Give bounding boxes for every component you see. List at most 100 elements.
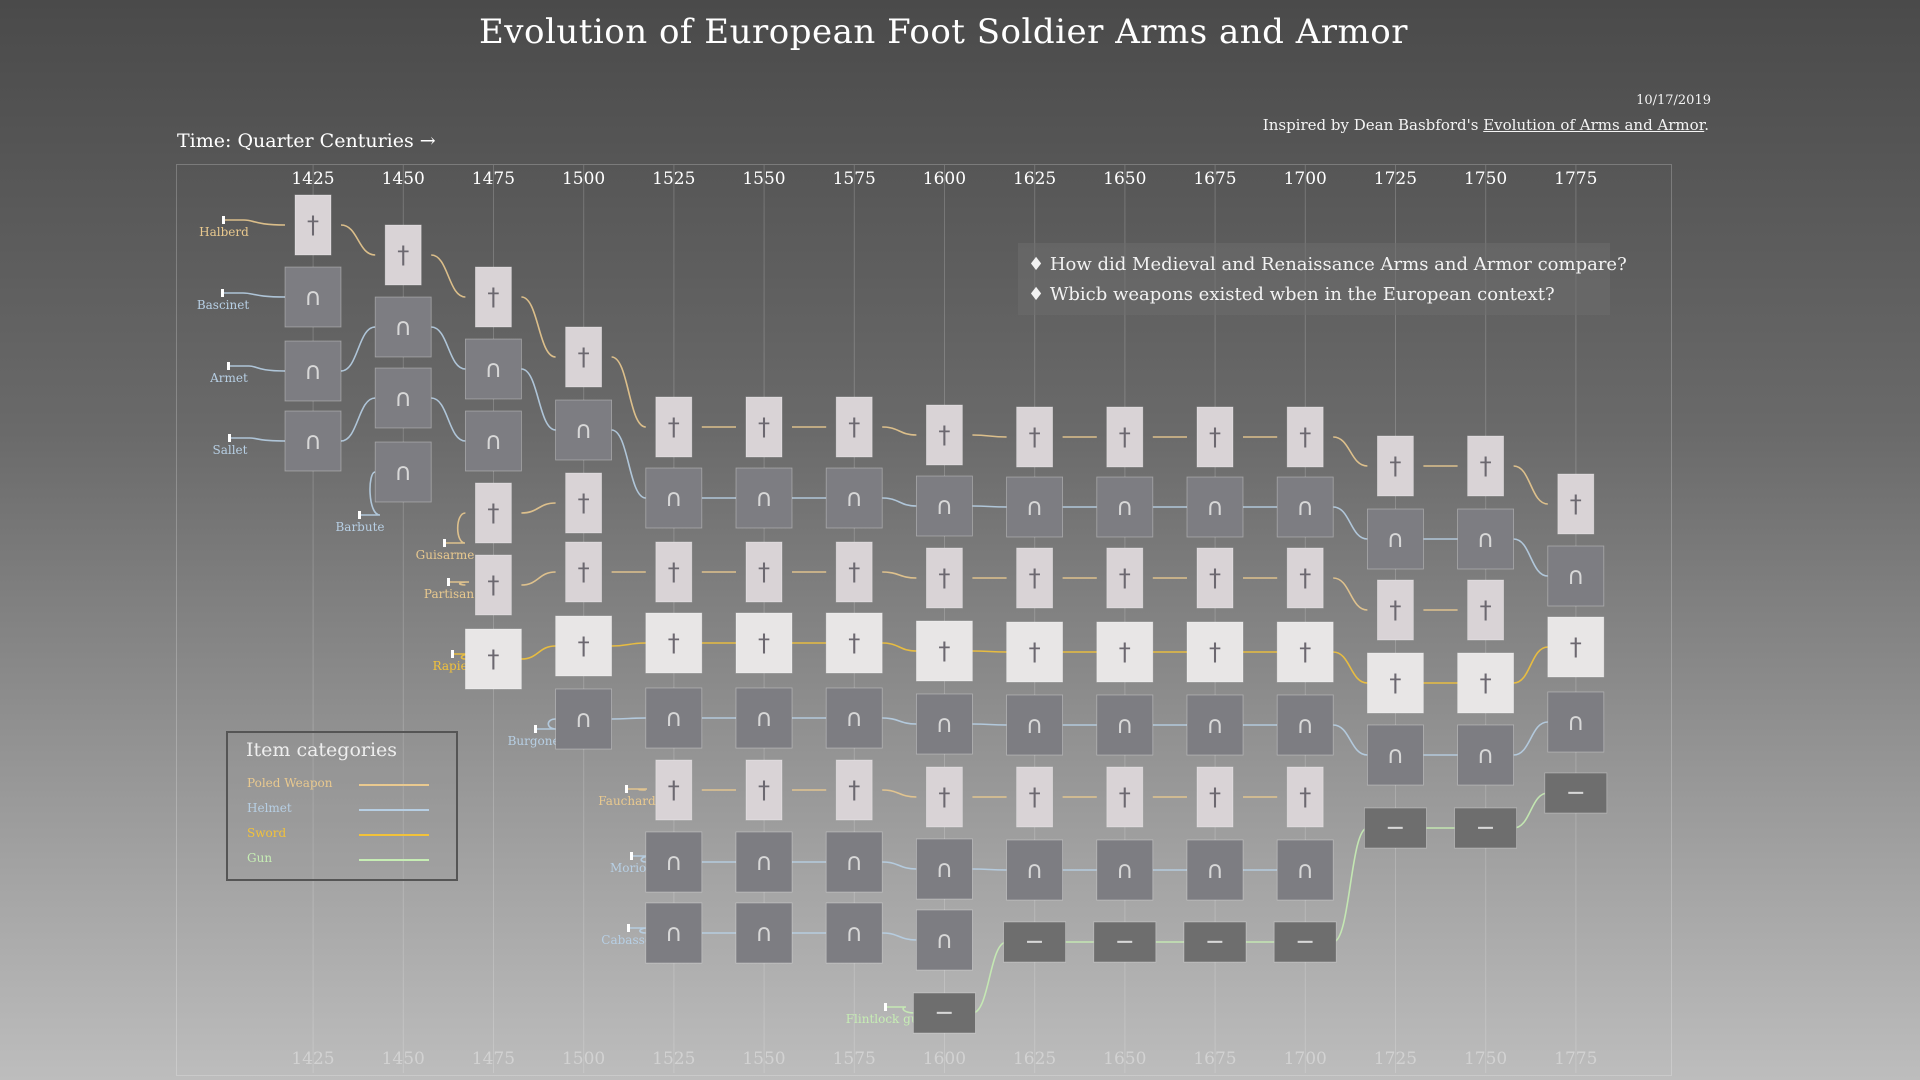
item-icon: † — [1299, 423, 1311, 451]
thread-connector — [611, 717, 646, 720]
legend-swatch — [359, 859, 429, 861]
item-icon: † — [1209, 423, 1221, 451]
item-image — [1106, 547, 1144, 609]
source-link[interactable]: Evolution of Arms and Armor — [1483, 116, 1705, 134]
thread-tick — [221, 289, 224, 297]
item-icon: ∩ — [575, 705, 593, 733]
item-icon: ∩ — [1026, 856, 1044, 884]
thread-connector — [1333, 577, 1368, 611]
year-tick-top: 1775 — [1554, 169, 1597, 189]
thread-lead-line — [223, 292, 286, 298]
item-icon: † — [1209, 783, 1221, 811]
item-icon: † — [758, 558, 770, 586]
item-image — [1457, 652, 1514, 714]
thread-lead-line — [536, 718, 557, 730]
legend-item-poled-weapon: Poled Weapon — [247, 776, 437, 792]
item-image — [825, 831, 883, 893]
item-icon: † — [1389, 669, 1401, 697]
item-label-cabasset: Cabasset — [601, 933, 657, 947]
year-tick-bottom: 1425 — [291, 1049, 334, 1069]
item-image — [645, 831, 703, 893]
thread-connector — [972, 650, 1007, 653]
thread-lead-line — [449, 581, 470, 586]
credit-prefix: Inspired by Dean Basbford's — [1262, 116, 1484, 134]
item-icon: ∩ — [936, 855, 954, 883]
thread-tick — [358, 511, 361, 519]
item-icon: † — [848, 776, 860, 804]
item-icon: † — [848, 629, 860, 657]
item-icon: † — [1209, 638, 1221, 666]
year-tick-top: 1550 — [742, 169, 785, 189]
item-icon: ─ — [1297, 928, 1313, 956]
thread-lead-line — [627, 788, 648, 791]
thread-connector — [1513, 538, 1548, 577]
thread-tick — [447, 578, 450, 586]
legend-item-gun: Gun — [247, 851, 437, 867]
item-icon: ∩ — [1477, 741, 1495, 769]
item-icon: † — [487, 645, 499, 673]
item-image — [825, 687, 883, 749]
thread-connector — [521, 645, 556, 660]
item-image — [913, 992, 976, 1034]
item-image — [284, 410, 342, 472]
item-image — [474, 554, 512, 616]
thread-connector — [340, 326, 376, 372]
item-image — [1106, 766, 1144, 828]
thread-tick — [627, 924, 630, 932]
item-image — [1186, 694, 1244, 756]
item-image — [745, 541, 783, 603]
item-icon: ∩ — [304, 427, 322, 455]
item-icon: ∩ — [304, 357, 322, 385]
year-tick-top: 1500 — [562, 169, 605, 189]
year-tick-bottom: 1500 — [562, 1049, 605, 1069]
item-icon: ∩ — [845, 848, 863, 876]
item-icon: ∩ — [845, 704, 863, 732]
item-label-rapier: Rapier — [433, 659, 474, 673]
year-tick-bottom: 1525 — [652, 1049, 695, 1069]
item-image — [735, 612, 793, 674]
year-tick-bottom: 1700 — [1284, 1049, 1327, 1069]
item-icon: † — [578, 558, 590, 586]
item-image — [1006, 476, 1063, 538]
item-icon: † — [487, 499, 499, 527]
item-image — [825, 467, 883, 529]
item-image — [1367, 724, 1424, 786]
thread-connector — [882, 861, 917, 870]
thread-connector — [972, 868, 1007, 871]
item-icon: ∩ — [1206, 856, 1224, 884]
item-image — [1093, 921, 1157, 963]
item-image — [1186, 839, 1244, 901]
item-icon: † — [938, 783, 950, 811]
year-tick-bottom: 1575 — [833, 1049, 876, 1069]
item-icon: ∩ — [485, 427, 503, 455]
thread-lead-line — [229, 365, 286, 372]
item-image — [474, 266, 512, 328]
legend-item-helmet: Helmet — [247, 801, 437, 817]
thread-tick — [227, 362, 230, 370]
chart-frame — [176, 164, 1672, 1076]
item-image — [1547, 616, 1605, 678]
item-image — [1467, 435, 1504, 497]
year-tick-bottom: 1750 — [1464, 1049, 1507, 1069]
item-image — [555, 399, 612, 461]
legend: Item categories Poled Weapon Helmet Swor… — [226, 731, 458, 881]
item-image — [645, 902, 703, 964]
item-icon: † — [578, 343, 590, 371]
item-image — [1367, 508, 1424, 570]
item-icon: ∩ — [1567, 708, 1585, 736]
item-image — [1196, 547, 1234, 609]
item-icon: † — [1480, 669, 1492, 697]
item-image — [1006, 839, 1063, 901]
item-image — [1547, 691, 1605, 753]
item-icon: † — [487, 283, 499, 311]
item-icon: † — [758, 629, 770, 657]
item-icon: † — [1299, 783, 1311, 811]
item-image — [645, 687, 703, 749]
item-image — [565, 541, 602, 603]
item-icon: ─ — [936, 999, 952, 1027]
item-image — [1096, 621, 1154, 683]
thread-connector — [521, 502, 556, 514]
item-icon: † — [1480, 452, 1492, 480]
page-title: Evolution of European Foot Soldier Arms … — [478, 12, 1409, 52]
